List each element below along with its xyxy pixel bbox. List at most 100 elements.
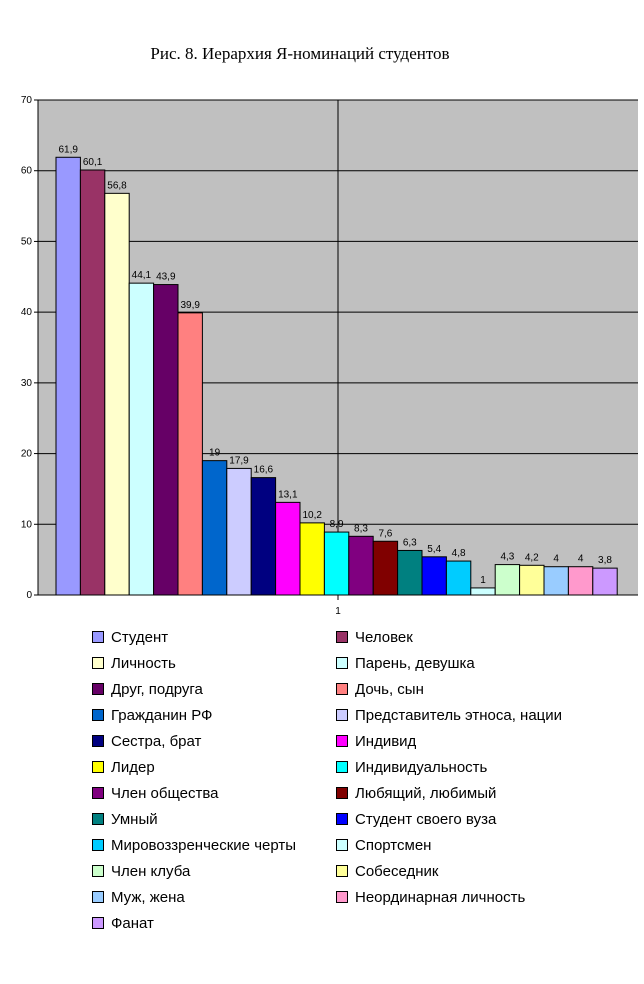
legend-label: Спортсмен	[355, 836, 432, 854]
legend-item: Член клуба	[92, 860, 190, 882]
data-label: 39,9	[180, 300, 200, 311]
legend-item: Фанат	[92, 912, 154, 934]
legend-label: Парень, девушка	[355, 654, 475, 672]
legend-swatch	[336, 865, 348, 877]
legend-label: Студент своего вуза	[355, 810, 497, 828]
bar	[299, 522, 325, 596]
gridlines	[38, 99, 638, 595]
legend-label: Фанат	[111, 914, 154, 932]
y-tick-label: 40	[21, 307, 33, 318]
bar	[592, 567, 618, 596]
y-tick-label: 10	[21, 519, 33, 530]
legend-swatch	[92, 709, 104, 721]
legend-swatch	[92, 761, 104, 773]
legend-item: Дочь, сын	[336, 678, 424, 700]
legend-swatch	[92, 813, 104, 825]
legend-label: Друг, подруга	[111, 680, 203, 698]
legend-item: Неординарная личность	[336, 886, 525, 908]
legend-label: Муж, жена	[111, 888, 185, 906]
legend-swatch	[92, 839, 104, 851]
data-label: 17,9	[229, 455, 249, 466]
y-tick-label: 0	[26, 590, 32, 601]
bar	[55, 156, 81, 596]
data-label: 5,4	[427, 544, 441, 555]
data-label: 56,8	[107, 180, 127, 191]
bar	[421, 556, 447, 596]
legend-label: Член клуба	[111, 862, 191, 880]
bar	[323, 531, 350, 596]
legend-item: Умный	[92, 808, 158, 830]
legend-item: Друг, подруга	[92, 678, 203, 700]
legend-item: Студент своего вуза	[336, 808, 496, 830]
legend-label: Индивидуальность	[355, 758, 488, 776]
bar	[104, 192, 130, 596]
legend-label: Член общества	[111, 784, 219, 802]
legend-swatch	[336, 735, 348, 747]
data-label: 10,2	[302, 510, 322, 521]
bar	[226, 467, 252, 596]
legend-item: Спортсмен	[336, 834, 431, 856]
legend-item: Личность	[92, 652, 176, 674]
bar	[470, 587, 496, 596]
bar	[128, 282, 155, 596]
legend-swatch	[336, 813, 348, 825]
legend-label: Дочь, сын	[355, 680, 424, 698]
legend-item: Любящий, любимый	[336, 782, 496, 804]
bar	[494, 564, 521, 596]
data-label: 4,3	[500, 552, 514, 563]
bar	[397, 549, 423, 596]
legend-swatch	[336, 787, 348, 799]
legend-item: Представитель этноса, нации	[336, 704, 562, 726]
legend-swatch	[336, 761, 348, 773]
legend-swatch	[336, 683, 348, 695]
legend-label: Сестра, брат	[111, 732, 202, 750]
data-label: 44,1	[132, 270, 152, 281]
bar	[79, 169, 106, 596]
legend-item: Сестра, брат	[92, 730, 201, 752]
legend-swatch	[92, 657, 104, 669]
bars-group	[55, 156, 618, 596]
bar	[567, 566, 594, 596]
data-label: 4,2	[525, 552, 539, 563]
legend-swatch	[92, 683, 104, 695]
y-tick-label: 50	[21, 236, 33, 247]
y-tick-label: 20	[21, 449, 33, 460]
data-label: 7,6	[378, 528, 392, 539]
legend-label: Мировоззренческие черты	[111, 836, 297, 854]
legend-item: Лидер	[92, 756, 155, 778]
legend-label: Собеседник	[355, 862, 439, 880]
legend-item: Студент	[92, 626, 168, 648]
legend-label: Умный	[111, 810, 158, 828]
bar	[445, 560, 472, 596]
legend-item: Член общества	[92, 782, 219, 804]
bar	[201, 460, 228, 596]
bar	[153, 284, 179, 596]
bar-chart: 61,960,156,844,1 43,939,91917,916,613,110…	[21, 95, 638, 617]
legend-item: Муж, жена	[92, 886, 185, 908]
legend-item: Мировоззренческие черты	[92, 834, 296, 856]
legend-label: Гражданин РФ	[111, 706, 213, 724]
legend-swatch	[92, 917, 104, 929]
legend-item: Человек	[336, 626, 413, 648]
axes: 0 10 20 30 40 50 60 70	[21, 95, 638, 601]
data-label: 13,1	[278, 489, 298, 500]
bar	[275, 501, 301, 596]
data-labels-group: 61,9 60,1 56,8 44,1 43,9 39,9 19 17,9 16,6 13,1 10…	[58, 144, 612, 586]
bar	[543, 566, 569, 596]
legend-item: Гражданин РФ	[92, 704, 212, 726]
legend-item: Парень, девушка	[336, 652, 475, 674]
legend-swatch	[92, 891, 104, 903]
legend-label: Личность	[111, 654, 176, 672]
legend-label: Индивид	[355, 732, 417, 750]
data-label: 3,8	[598, 555, 612, 566]
legend-item: Индивид	[336, 730, 416, 752]
legend-label: Лидер	[111, 758, 155, 776]
data-label: 4	[578, 554, 584, 565]
legend-swatch	[92, 865, 104, 877]
data-label: 1	[480, 575, 486, 586]
y-tick-label: 30	[21, 378, 33, 389]
data-label: 8,9	[330, 519, 344, 530]
legend-swatch	[336, 631, 348, 643]
bar	[177, 312, 203, 596]
y-tick-label: 60	[21, 166, 33, 177]
